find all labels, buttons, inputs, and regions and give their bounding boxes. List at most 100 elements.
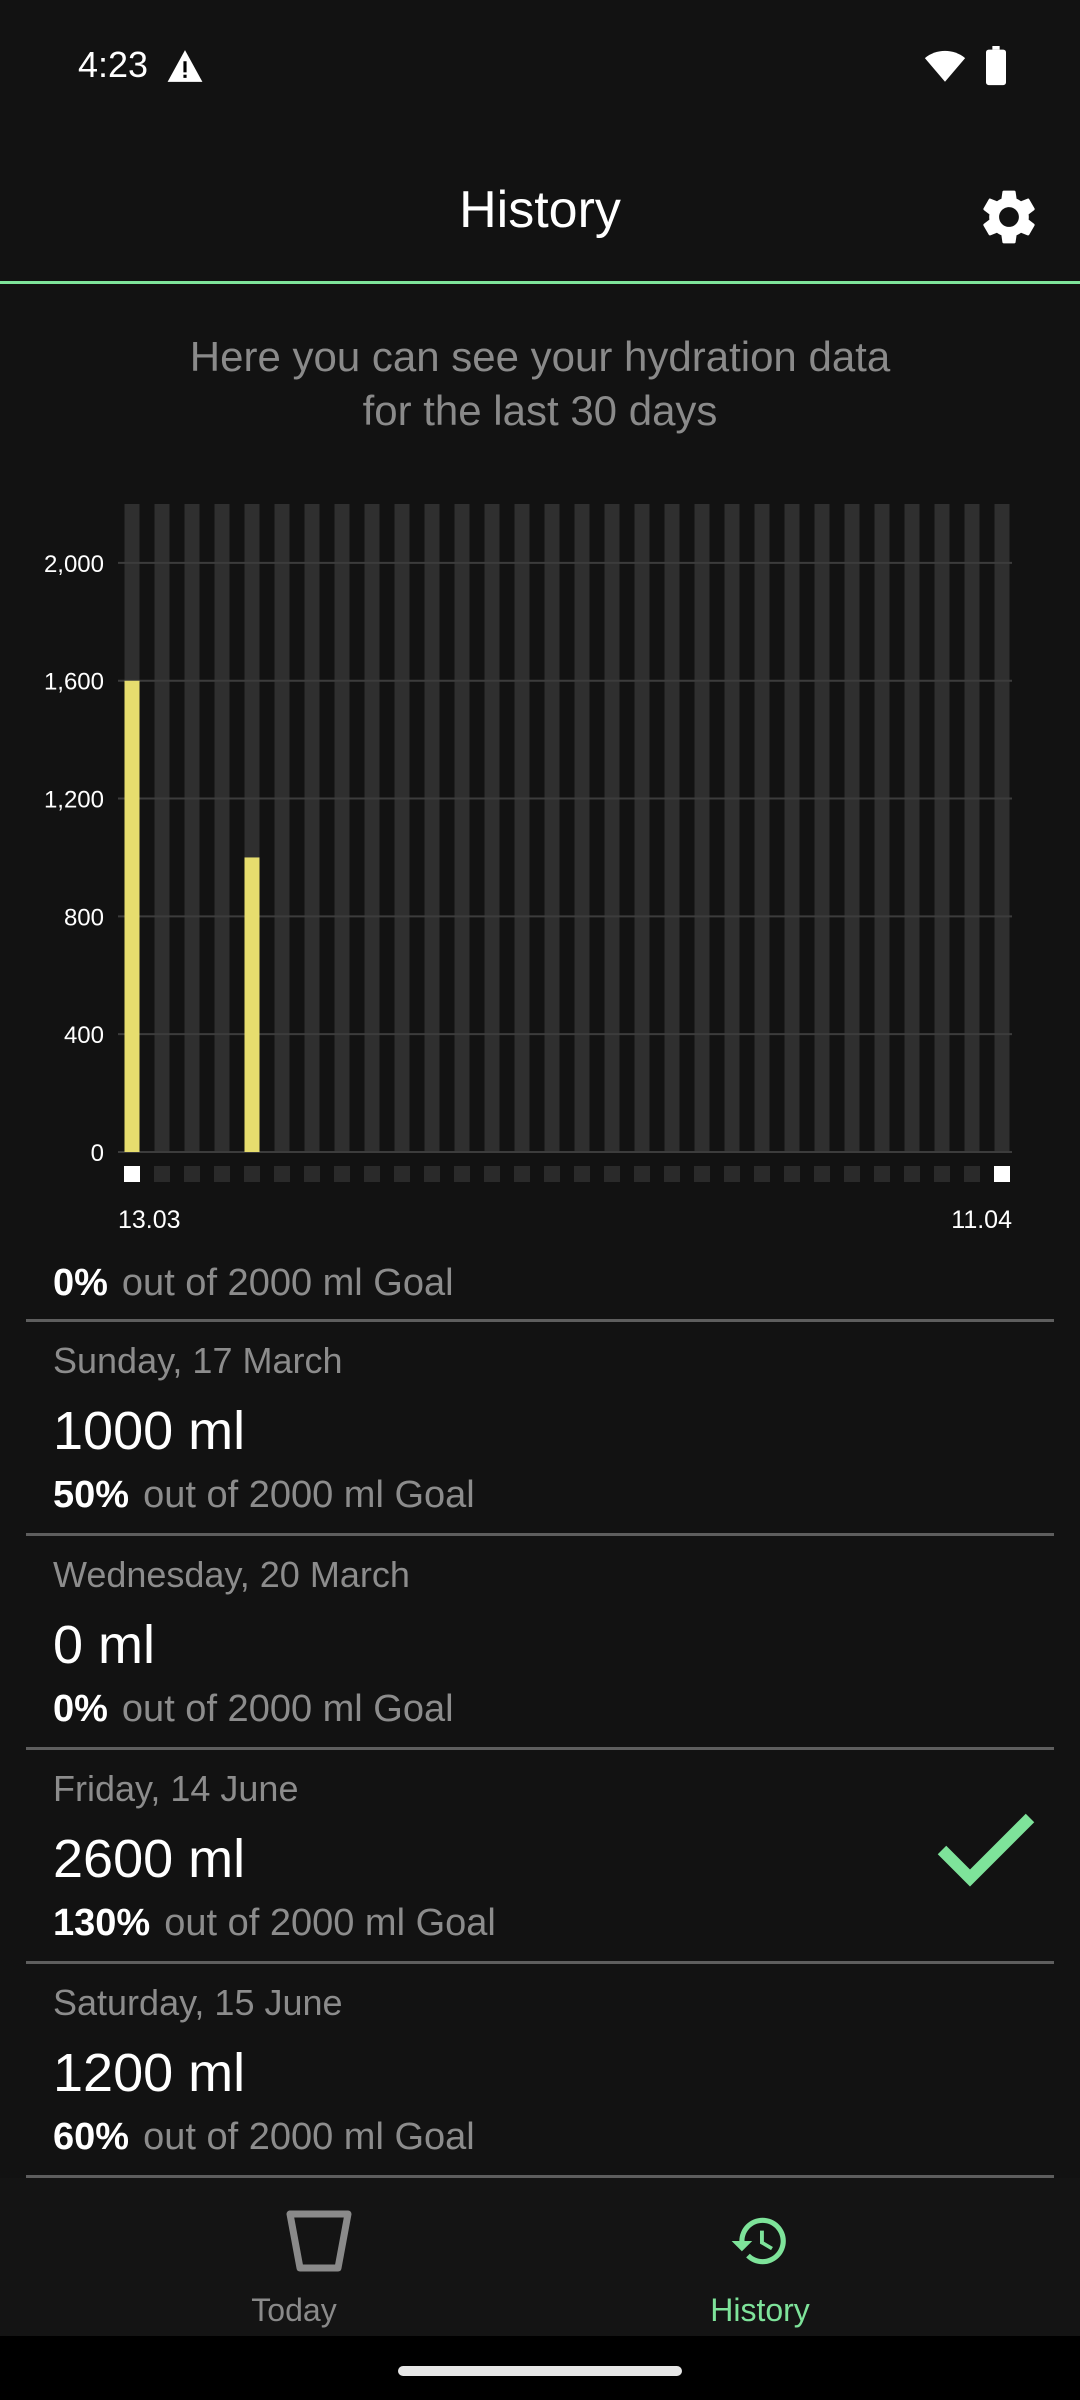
x-start-label: 13.03 — [118, 1206, 181, 1234]
gear-icon[interactable] — [976, 184, 1042, 250]
x-axis-marker — [664, 1166, 680, 1182]
bar-track — [874, 504, 890, 1152]
list-item[interactable]: Saturday, 15 June 1200 ml 60% out of 2000… — [26, 1964, 1054, 2178]
bar-track — [664, 504, 680, 1152]
goal-percent: 50% — [53, 1474, 130, 1516]
x-axis-marker — [784, 1166, 800, 1182]
x-axis-end-marker — [124, 1166, 140, 1182]
goal-text: out of 2000 ml Goal — [143, 2116, 475, 2158]
x-axis-marker — [814, 1166, 830, 1182]
x-axis-marker — [184, 1166, 200, 1182]
bar-track — [454, 504, 470, 1152]
goal-percent: 0% — [53, 1688, 108, 1730]
bar-track — [394, 504, 410, 1152]
goal-progress: 130% out of 2000 ml Goal — [53, 1902, 496, 1945]
x-axis-marker — [484, 1166, 500, 1182]
x-axis-marker — [844, 1166, 860, 1182]
y-tick-label: 1,600 — [44, 669, 104, 696]
bar-track — [724, 504, 740, 1152]
bar-track — [904, 504, 920, 1152]
x-axis-marker — [454, 1166, 470, 1182]
warning-icon — [167, 50, 203, 82]
bar-track — [964, 504, 980, 1152]
entry-date: Wednesday, 20 March — [53, 1554, 410, 1595]
list-item[interactable]: 0% out of 2000 ml Goal — [26, 1262, 1054, 1322]
x-axis-marker — [754, 1166, 770, 1182]
entry-date: Sunday, 17 March — [53, 1340, 343, 1381]
x-axis-marker — [544, 1166, 560, 1182]
x-axis-marker — [904, 1166, 920, 1182]
bar-track — [424, 504, 440, 1152]
goal-progress: 50% out of 2000 ml Goal — [53, 1474, 475, 1517]
y-tick-label: 1,200 — [44, 787, 104, 814]
bar-track — [934, 504, 950, 1152]
entry-amount: 0 ml — [53, 1615, 156, 1675]
entry-amount: 1000 ml — [53, 1401, 246, 1461]
x-axis-marker — [604, 1166, 620, 1182]
bar-track — [994, 504, 1010, 1152]
list-item[interactable]: Friday, 14 June 2600 ml 130% out of 2000 … — [26, 1750, 1054, 1964]
goal-text: out of 2000 ml Goal — [143, 1474, 475, 1516]
nav-item-history[interactable]: History — [490, 2178, 1030, 2336]
list-item[interactable]: Wednesday, 20 March 0 ml 0% out of 2000 m… — [26, 1536, 1054, 1750]
bar-track — [184, 504, 200, 1152]
goal-text: out of 2000 ml Goal — [121, 1688, 454, 1730]
x-end-label: 11.04 — [951, 1206, 1012, 1234]
bar-track — [604, 504, 620, 1152]
goal-percent: 130% — [53, 1902, 151, 1944]
goal-progress: 0% out of 2000 ml Goal — [53, 1688, 454, 1731]
y-tick-label: 400 — [64, 1022, 104, 1049]
y-tick-label: 2,000 — [44, 551, 104, 578]
home-handle[interactable] — [398, 2366, 682, 2376]
bar-track — [514, 504, 530, 1152]
x-axis-marker — [964, 1166, 980, 1182]
x-axis-marker — [394, 1166, 410, 1182]
status-time: 4:23 — [78, 44, 149, 85]
x-axis-marker — [154, 1166, 170, 1182]
check-icon — [937, 1813, 1035, 1887]
x-axis-marker — [424, 1166, 440, 1182]
goal-percent: 0% — [53, 1262, 108, 1304]
bar-track — [154, 504, 170, 1152]
bar-track — [754, 504, 770, 1152]
x-axis-marker — [304, 1166, 320, 1182]
bar-track — [694, 504, 710, 1152]
bar — [244, 857, 260, 1152]
bar-track — [484, 504, 500, 1152]
intro-line-2: for the last 30 days — [362, 387, 718, 434]
x-axis-marker — [514, 1166, 530, 1182]
goal-text: out of 2000 ml Goal — [164, 1902, 496, 1944]
cup-icon — [286, 2210, 352, 2272]
bar-track — [334, 504, 350, 1152]
bar — [124, 680, 140, 1152]
x-axis-marker — [724, 1166, 740, 1182]
x-axis-marker — [274, 1166, 290, 1182]
x-axis-end-marker — [994, 1166, 1010, 1182]
bottom-navigation: Today History — [0, 2178, 1080, 2336]
list-item[interactable]: Sunday, 17 March 1000 ml 50% out of 2000 … — [26, 1322, 1054, 1536]
history-icon — [731, 2217, 786, 2265]
goal-progress: 0% out of 2000 ml Goal — [53, 1262, 454, 1305]
bar-track — [214, 504, 230, 1152]
intro-line-1: Here you can see your hydration data — [189, 333, 891, 380]
entry-date: Saturday, 15 June — [53, 1982, 343, 2023]
x-axis-marker — [574, 1166, 590, 1182]
bar-track — [364, 504, 380, 1152]
bar-track — [634, 504, 650, 1152]
intro-text: Here you can see your hydration data for… — [90, 330, 990, 438]
x-axis-marker — [634, 1166, 650, 1182]
nav-label-today: Today — [251, 2292, 337, 2328]
x-axis-marker — [214, 1166, 230, 1182]
bar-track — [274, 504, 290, 1152]
y-tick-label: 800 — [64, 904, 104, 931]
page-title: History — [459, 181, 621, 239]
app-bar: History — [0, 130, 1080, 284]
entry-amount: 2600 ml — [53, 1829, 246, 1889]
bar-track — [844, 504, 860, 1152]
x-axis-marker — [364, 1166, 380, 1182]
y-tick-label: 0 — [91, 1140, 104, 1167]
nav-label-history: History — [710, 2292, 810, 2328]
nav-item-today[interactable]: Today — [48, 2178, 588, 2336]
gesture-bar — [0, 2336, 1080, 2400]
